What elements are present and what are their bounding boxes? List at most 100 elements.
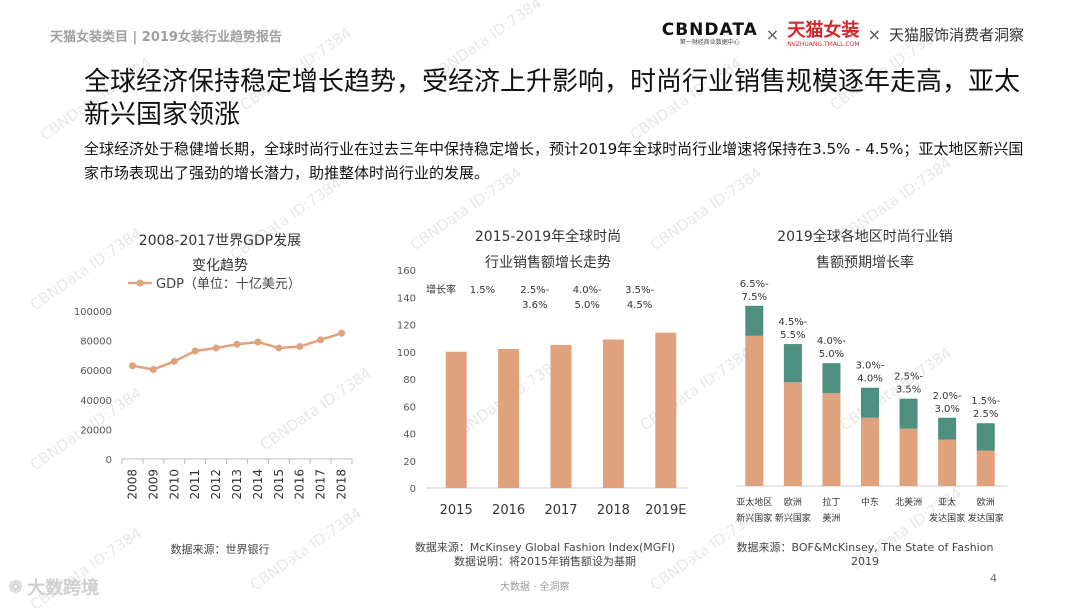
tmall-logo: 天猫女装 NVZHUANG.TMALL.COM — [787, 19, 860, 48]
gdp-point — [254, 338, 262, 346]
region-bar-base — [822, 393, 841, 486]
y-tick-label: 40 — [403, 430, 416, 441]
y-tick-label: 60 — [403, 402, 416, 413]
cross-separator: × — [765, 24, 780, 44]
sales-bar — [655, 332, 677, 488]
y-tick-label: 20 — [403, 457, 416, 468]
x-tick-label: 2015 — [272, 469, 286, 500]
x-tick-label: 亚太 — [938, 496, 956, 508]
cross-separator: × — [867, 24, 881, 44]
tmall-logo-sub: NVZHUANG.TMALL.COM — [787, 40, 860, 48]
y-tick-label: 80000 — [80, 337, 112, 348]
range-label: 3.0%- — [855, 361, 884, 372]
gdp-point — [128, 362, 136, 370]
corner-logo: ❁ 大数跨境 — [8, 574, 99, 600]
cbndata-logo-sub: 第一财经商业数据中心 — [679, 39, 740, 46]
y-tick-label: 140 — [397, 293, 416, 304]
region-bar-range — [899, 398, 918, 429]
x-tick-label: 2017 — [544, 503, 577, 518]
x-tick-label: 2016 — [492, 503, 525, 518]
chart-title-line1: 2015-2019年全球时尚 — [475, 228, 621, 245]
region-source: 数据来源：BOF&McKinsey, The State of Fashion … — [725, 541, 1005, 569]
region-bar-range — [976, 423, 995, 451]
chart-title-line2: 售额预期增长率 — [816, 254, 914, 271]
x-tick-label: 2013 — [230, 469, 244, 500]
chart-title-line2: 行业销售额增长走势 — [485, 255, 611, 271]
gdp-series-line — [132, 332, 342, 371]
fashion-source-note: 数据说明：将2015年销售额设为基期 — [454, 555, 636, 568]
growth-label: 2.5%- — [520, 285, 549, 296]
x-tick-label: 发达国家 — [968, 512, 1004, 524]
x-tick-label: 中东 — [861, 496, 879, 508]
range-label: 4.0%- — [817, 336, 846, 347]
gdp-point — [191, 347, 199, 355]
x-tick-label: 北美洲 — [895, 496, 922, 508]
y-tick-label: 100000 — [74, 307, 112, 318]
y-tick-label: 120 — [397, 321, 416, 332]
sales-bar — [550, 344, 572, 488]
x-tick-label: 2019E — [645, 503, 686, 518]
y-tick-label: 100 — [397, 348, 416, 359]
growth-header: 增长率 — [426, 283, 456, 296]
y-tick-label: 80 — [403, 375, 416, 386]
region-source-year: 2019 — [851, 555, 879, 568]
gdp-source: 数据来源：世界银行 — [100, 543, 340, 557]
x-tick-label: 拉丁 — [822, 496, 840, 508]
y-tick-label: 20000 — [80, 425, 112, 436]
region-bar-base — [745, 335, 764, 486]
growth-label: 4.5% — [627, 300, 652, 311]
range-label: 5.5% — [780, 330, 805, 341]
y-tick-label: 0 — [410, 484, 416, 495]
footer-note: 大数据 · 全洞察 — [500, 582, 570, 593]
sales-bar — [498, 349, 520, 488]
chart-title-line1: 2008-2017世界GDP发展 — [139, 233, 301, 249]
region-bar-range — [745, 305, 764, 336]
region-bar-range — [783, 344, 802, 383]
y-tick-label: 160 — [397, 266, 416, 277]
x-tick-label: 2017 — [314, 469, 328, 500]
range-label: 2.0%- — [933, 391, 962, 402]
x-tick-label: 2012 — [209, 469, 223, 500]
y-tick-label: 0 — [106, 455, 112, 466]
gdp-point — [170, 357, 178, 365]
growth-label: 1.5% — [470, 285, 495, 296]
y-tick-label: 40000 — [80, 396, 112, 407]
tmall-logo-text: 天猫女装 — [787, 19, 860, 41]
x-tick-label: 2008 — [125, 469, 139, 500]
page-number: 4 — [990, 572, 997, 585]
growth-label: 3.6% — [522, 300, 547, 311]
sales-bar — [602, 339, 624, 488]
page-title: 全球经济保持稳定增长趋势，受经济上升影响，时尚行业销售规模逐年走高，亚太新兴国家… — [84, 67, 1021, 130]
chart-title-line1: 2019全球各地区时尚行业销 — [777, 228, 953, 245]
chart-title-line2: 变化趋势 — [192, 258, 248, 274]
x-tick-label: 美洲 — [822, 512, 840, 524]
x-tick-label: 2009 — [146, 469, 160, 500]
region-source-text: 数据来源：BOF&McKinsey, The State of Fashion — [736, 541, 994, 554]
chat-bubble-icon: ❁ — [8, 576, 24, 598]
x-tick-label: 2018 — [597, 503, 630, 518]
cbndata-logo: CBNDATA 第一财经商业数据中心 — [662, 21, 758, 47]
x-tick-label: 2016 — [293, 469, 307, 500]
x-tick-label: 新兴国家 — [736, 512, 772, 524]
x-tick-label: 2018 — [335, 469, 349, 500]
fashion-source-text: 数据来源：McKinsey Global Fashion Index(MGFI) — [414, 541, 676, 554]
legend-marker — [136, 279, 144, 287]
gdp-point — [212, 344, 220, 352]
region-bar-base — [783, 382, 802, 486]
growth-label: 5.0% — [574, 300, 599, 311]
x-tick-label: 2011 — [188, 469, 202, 500]
gdp-point — [296, 343, 304, 351]
range-label: 6.5%- — [740, 279, 769, 290]
gdp-point — [275, 344, 283, 352]
region-bar-base — [976, 450, 995, 486]
fashion-source: 数据来源：McKinsey Global Fashion Index(MGFI)… — [395, 541, 695, 569]
sales-bar — [445, 351, 467, 488]
x-tick-label: 欧洲 — [784, 496, 802, 508]
gdp-point — [233, 340, 241, 348]
growth-label: 3.5%- — [625, 285, 654, 296]
region-bar-range — [822, 363, 841, 394]
range-label: 5.0% — [819, 349, 844, 360]
